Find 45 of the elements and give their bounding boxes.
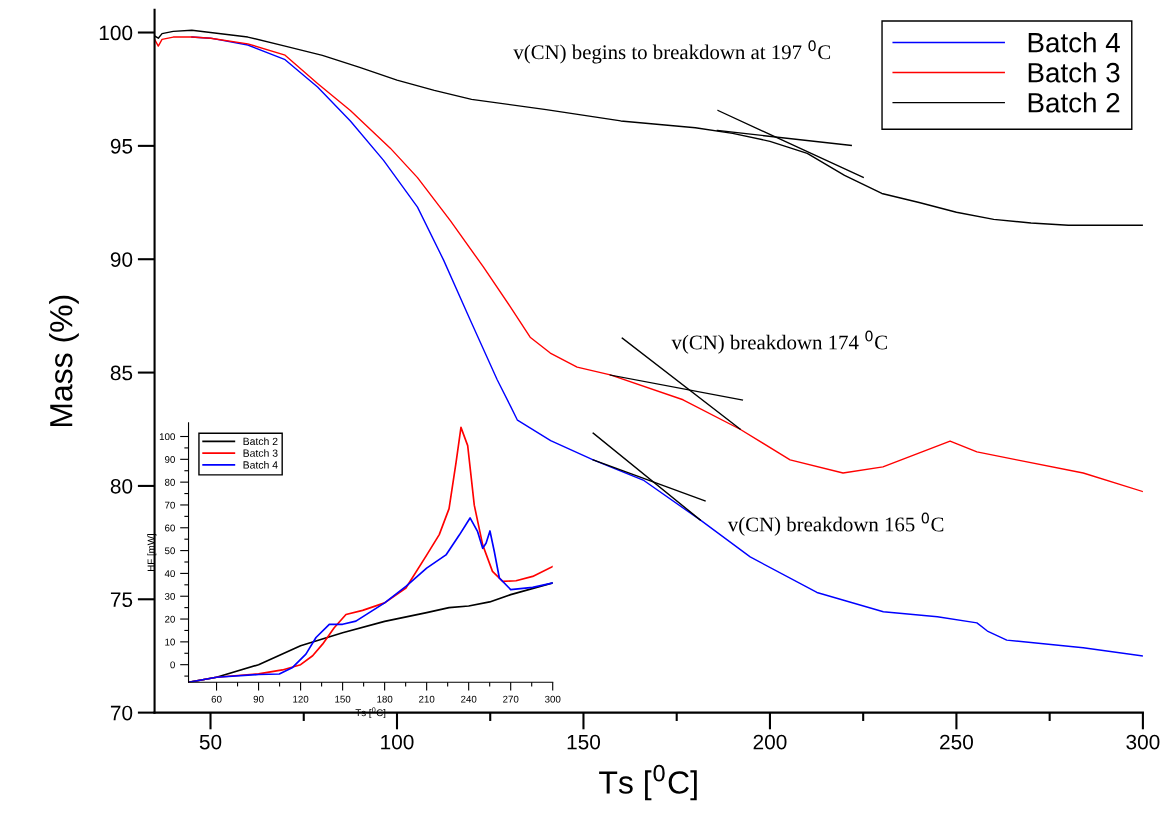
x-tick-label: 150 [335, 695, 351, 703]
y-tick-label: 85 [110, 365, 133, 381]
legend-label: Batch 4 [1028, 32, 1120, 53]
legend-label: Batch 4 [243, 460, 278, 469]
x-tick-label: 210 [419, 695, 435, 703]
x-tick-label: 300 [1126, 734, 1160, 750]
y-tick-label: 10 [165, 638, 175, 646]
y-tick-label: 100 [99, 25, 133, 41]
y-tick-label: 0 [170, 661, 175, 669]
x-tick-label: 60 [211, 695, 222, 703]
x-tick-label: 120 [293, 695, 309, 703]
x-tick-label: 270 [503, 695, 519, 703]
x-tick-label: 300 [544, 695, 561, 703]
x-tick-label: 250 [940, 734, 973, 750]
y-tick-label: 75 [110, 592, 133, 608]
y-tick-label: 80 [164, 478, 175, 486]
y-axis-title: HF [mW] [147, 534, 157, 571]
legend-label: Batch 2 [1028, 92, 1120, 113]
y-tick-label: 70 [165, 501, 175, 509]
x-tick-label: 180 [377, 695, 393, 703]
y-tick-label: 50 [164, 547, 175, 555]
y-tick-label: 100 [159, 433, 175, 441]
annotation: v(CN) breakdown 165 $^{0}$C [727, 512, 944, 536]
annotation: v(CN) breakdown 174 $^{0}$C [671, 330, 887, 354]
y-tick-label: 70 [110, 705, 133, 721]
y-tick-label: 60 [165, 524, 175, 532]
x-tick-label: 200 [753, 734, 787, 750]
x-axis-title: Ts [$^{0}$C] [599, 764, 697, 801]
annotation: v(CN) begins to breakdown at 197 $^{0}$C [513, 40, 831, 64]
x-tick-label: 90 [253, 695, 264, 703]
y-tick-label: 20 [165, 615, 175, 623]
y-axis-title: Mass (%) [49, 295, 79, 427]
x-tick-label: 150 [567, 734, 601, 750]
y-tick-label: 30 [164, 592, 175, 600]
y-tick-label: 90 [164, 456, 175, 463]
legend-label: Batch 2 [243, 437, 278, 446]
x-tick-label: 100 [381, 734, 414, 750]
y-tick-label: 90 [110, 252, 133, 267]
y-tick-label: 80 [110, 478, 133, 494]
y-tick-label: 95 [110, 138, 133, 154]
x-tick-label: 240 [461, 695, 477, 703]
legend-label: Batch 3 [243, 449, 278, 457]
y-tick-label: 40 [164, 570, 175, 578]
legend-label: Batch 3 [1028, 62, 1120, 83]
x-tick-label: 50 [199, 734, 222, 750]
